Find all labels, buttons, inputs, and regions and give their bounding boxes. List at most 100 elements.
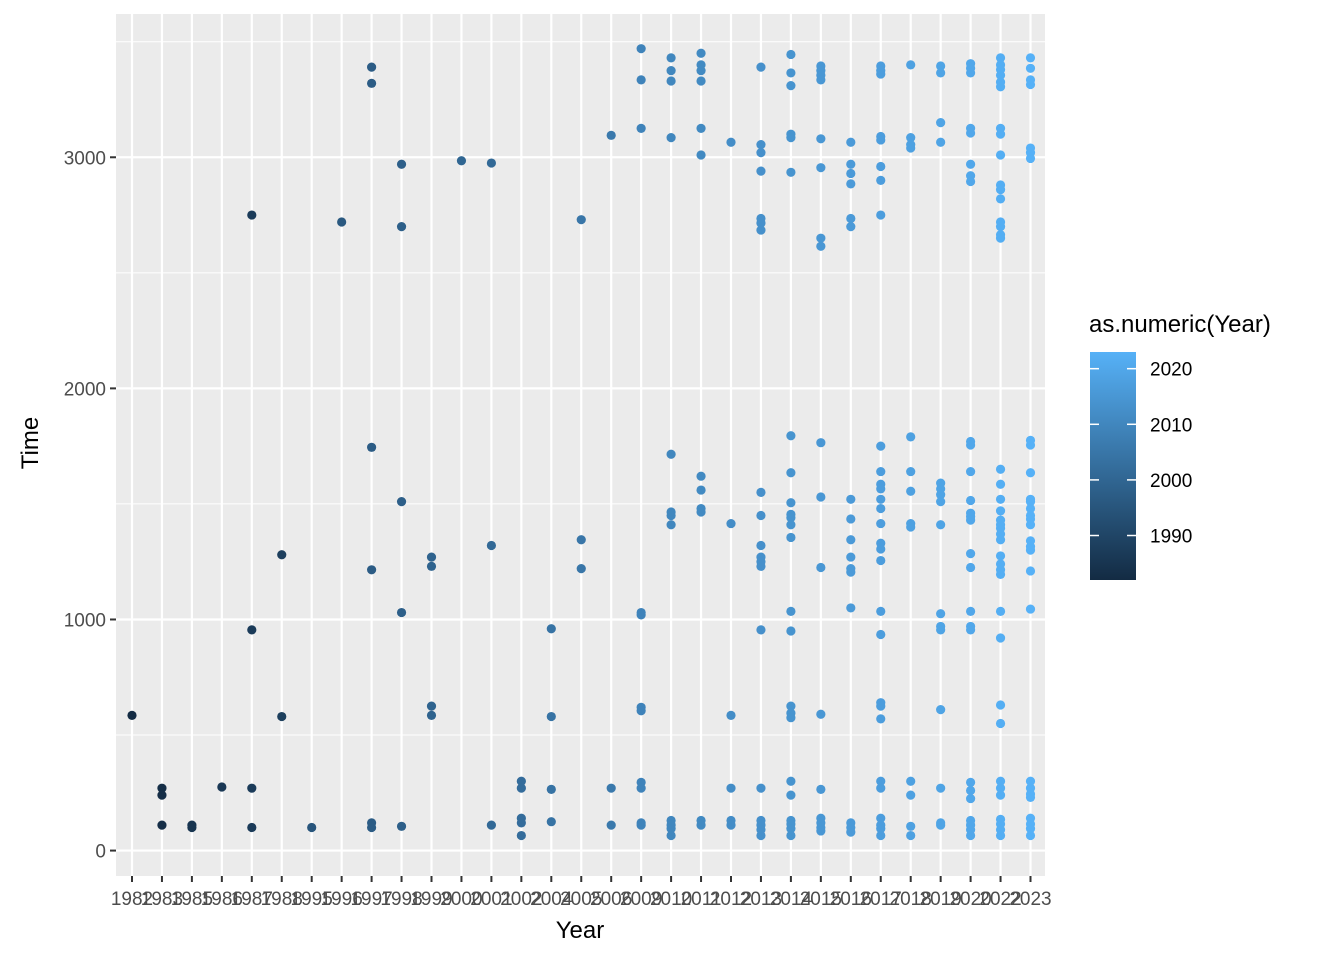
x-axis: 1982198319851986198719881995199619971998…	[111, 876, 1052, 910]
points-layer	[127, 44, 1036, 841]
data-point	[995, 783, 1006, 793]
data-point	[876, 824, 886, 834]
data-point	[277, 550, 287, 560]
data-point	[187, 822, 197, 833]
data-point	[786, 468, 796, 478]
data-point	[906, 790, 916, 800]
data-point	[936, 68, 946, 78]
data-point	[786, 701, 796, 711]
data-point	[995, 194, 1006, 204]
y-tick-label: 0	[95, 842, 106, 863]
y-axis: 0 1000 2000 3000	[64, 148, 116, 863]
data-point	[337, 217, 347, 227]
data-point	[846, 213, 856, 224]
data-point	[666, 66, 676, 76]
data-point	[906, 776, 916, 786]
data-point	[1025, 830, 1036, 841]
data-point	[1025, 792, 1036, 803]
legend: as.numeric(Year) 1990 2000 2010 2020	[1089, 311, 1271, 580]
x-tick-label: 2011	[681, 889, 722, 910]
data-point	[726, 137, 736, 147]
data-point	[516, 776, 526, 786]
y-axis-title: Time	[17, 417, 44, 469]
data-point	[786, 513, 796, 523]
data-point	[786, 68, 796, 78]
data-point	[995, 569, 1006, 580]
data-point	[157, 790, 167, 800]
data-point	[966, 830, 976, 841]
data-point	[756, 225, 766, 235]
data-point	[696, 820, 706, 830]
data-point	[876, 776, 886, 786]
data-point	[247, 783, 257, 793]
data-point	[666, 510, 676, 521]
data-point	[396, 159, 407, 169]
data-point	[816, 163, 826, 173]
data-point	[876, 503, 886, 514]
data-point	[906, 143, 916, 153]
data-point	[876, 210, 886, 220]
data-point	[906, 60, 916, 70]
data-point	[247, 210, 257, 220]
data-point	[995, 551, 1006, 561]
data-point	[696, 507, 706, 517]
data-point	[367, 62, 377, 72]
data-point	[696, 471, 706, 481]
data-point	[456, 156, 467, 166]
data-point	[546, 784, 556, 794]
data-point	[876, 544, 886, 554]
data-point	[786, 498, 796, 508]
data-point	[876, 69, 886, 79]
data-point	[816, 438, 826, 448]
data-point	[786, 790, 796, 800]
data-point	[846, 179, 856, 189]
data-point	[876, 701, 886, 711]
data-point	[666, 824, 676, 834]
data-point	[966, 68, 976, 78]
y-tick-label: 3000	[64, 148, 106, 169]
data-point	[995, 506, 1006, 516]
data-point	[816, 826, 826, 836]
data-point	[995, 830, 1006, 841]
data-point	[217, 782, 227, 792]
legend-title: as.numeric(Year)	[1089, 311, 1271, 338]
y-tick-label: 1000	[64, 610, 106, 631]
data-point	[396, 222, 407, 232]
data-point	[426, 561, 437, 571]
data-point	[846, 494, 856, 504]
data-point	[786, 824, 796, 834]
data-point	[995, 633, 1006, 643]
legend-tick-label: 2020	[1150, 360, 1192, 381]
data-point	[756, 166, 766, 176]
data-point	[995, 82, 1006, 92]
data-point	[846, 222, 856, 232]
legend-tick-label: 1990	[1150, 527, 1192, 548]
data-point	[995, 464, 1006, 474]
data-point	[786, 713, 796, 723]
data-point	[127, 710, 137, 720]
data-point	[696, 76, 706, 86]
data-point	[876, 629, 886, 640]
data-point	[936, 783, 946, 793]
data-point	[876, 161, 886, 172]
data-point	[936, 625, 946, 635]
data-point	[966, 159, 976, 169]
data-point	[995, 535, 1006, 545]
data-point	[726, 783, 736, 793]
data-point	[1025, 468, 1036, 478]
data-point	[576, 215, 586, 225]
data-point	[876, 466, 886, 477]
data-point	[876, 518, 886, 529]
data-point	[546, 711, 556, 722]
data-point	[367, 565, 377, 575]
x-tick-label: 2009	[620, 889, 662, 910]
data-point	[995, 494, 1006, 504]
data-point	[816, 492, 826, 502]
data-point	[1025, 440, 1036, 450]
data-point	[936, 820, 946, 830]
data-point	[876, 484, 886, 494]
data-point	[906, 486, 916, 496]
data-point	[995, 233, 1006, 243]
data-point	[786, 81, 796, 91]
x-tick-label: 2019	[920, 889, 962, 910]
